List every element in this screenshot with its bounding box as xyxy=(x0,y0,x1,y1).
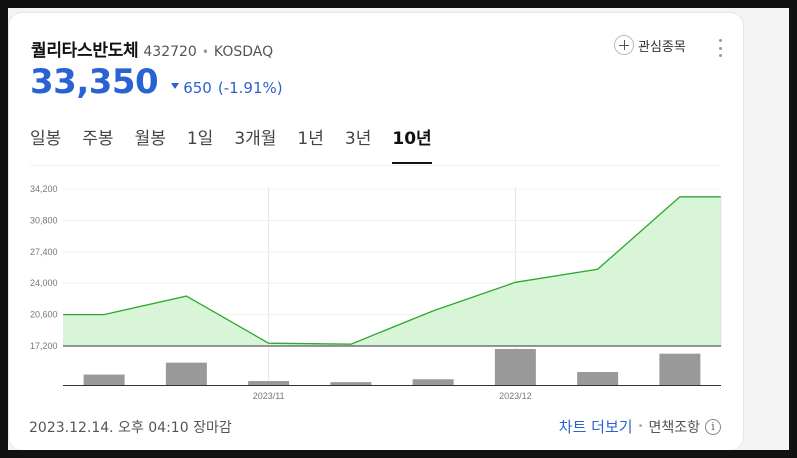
market-name: KOSDAQ xyxy=(213,44,274,60)
info-icon[interactable]: i xyxy=(705,418,721,435)
y-tick-label: 24,000 xyxy=(30,278,58,288)
plus-circle-icon xyxy=(614,35,634,55)
y-tick-label: 20,600 xyxy=(30,310,58,320)
add-favorite-button[interactable]: 관심종목 xyxy=(614,35,686,55)
dot-icon xyxy=(718,39,722,42)
x-tick-label: 2023/11 xyxy=(253,391,285,401)
disclaimer-link[interactable]: 면책조항 xyxy=(648,419,700,436)
tab-daily[interactable]: 일봉 xyxy=(30,129,62,149)
footer-separator: • xyxy=(637,421,644,432)
more-chart-link[interactable]: 차트 더보기 xyxy=(558,418,633,436)
stock-header: 퀄리타스반도체 432720 • KOSDAQ xyxy=(31,36,273,61)
price-line xyxy=(63,196,721,345)
tab-3month[interactable]: 3개월 xyxy=(234,129,277,149)
price-change-percent: (-1.91%) xyxy=(217,79,283,97)
market-close-time: 2023.12.14. 오후 04:10 장마감 xyxy=(29,420,232,436)
tab-1day[interactable]: 1일 xyxy=(186,129,214,149)
footer-links: 차트 더보기 • 면책조항 i xyxy=(559,416,721,437)
x-tick-label: 2023/12 xyxy=(499,391,532,401)
period-tabs: 일봉 주봉 월봉 1일 3개월 1년 3년 10년 xyxy=(30,124,453,164)
volume-bar xyxy=(83,374,125,385)
stock-card xyxy=(8,12,744,450)
tabs-divider xyxy=(30,165,720,166)
price-row: 33,350 650 (-1.91%) xyxy=(30,62,283,102)
down-triangle-icon xyxy=(171,83,180,89)
favorite-label: 관심종목 xyxy=(638,39,686,55)
tab-monthly[interactable]: 월봉 xyxy=(134,129,166,149)
volume-bar xyxy=(165,362,207,385)
y-tick-label: 30,800 xyxy=(30,215,58,225)
separator-dot: • xyxy=(201,45,209,59)
volume-bar xyxy=(248,381,290,385)
y-tick-label: 34,200 xyxy=(30,184,58,194)
volume-bar xyxy=(494,349,536,385)
company-name[interactable]: 퀄리타스반도체 xyxy=(31,41,139,61)
volume-bar xyxy=(659,353,701,385)
dot-icon xyxy=(718,46,722,50)
tab-weekly[interactable]: 주봉 xyxy=(82,129,114,149)
y-tick-label: 17,200 xyxy=(30,341,58,351)
volume-bar xyxy=(577,372,619,385)
volume-bar xyxy=(330,382,372,385)
tab-3year[interactable]: 3년 xyxy=(344,129,372,149)
price-area xyxy=(63,196,721,346)
y-tick-label: 27,400 xyxy=(30,247,58,257)
price-change: 650 xyxy=(183,79,212,97)
current-price: 33,350 xyxy=(30,62,159,102)
volume-bar xyxy=(412,379,454,385)
price-chart[interactable]: 34,200 30,800 27,400 24,000 20,600 17,200 2023… xyxy=(0,0,797,410)
dot-icon xyxy=(718,54,722,57)
stock-code: 432720 xyxy=(143,44,197,60)
tab-10year[interactable]: 10년 xyxy=(392,124,432,164)
tab-1year[interactable]: 1년 xyxy=(297,129,324,149)
more-options-button[interactable] xyxy=(716,39,724,57)
